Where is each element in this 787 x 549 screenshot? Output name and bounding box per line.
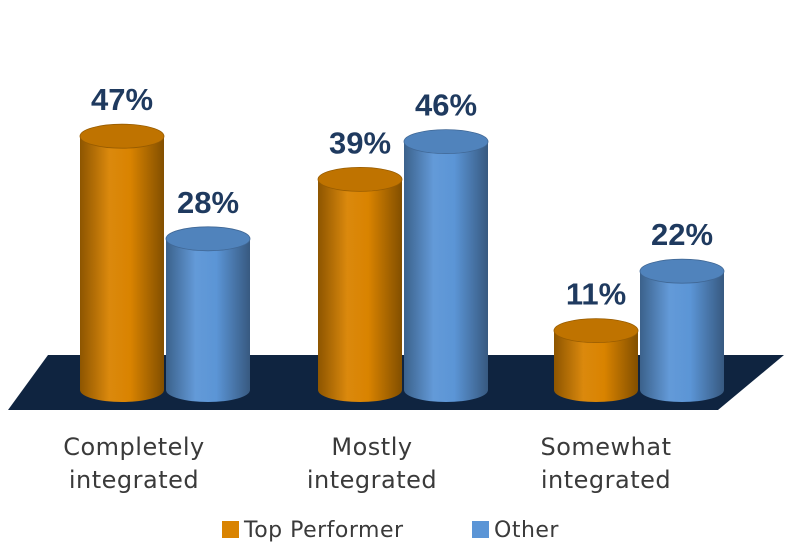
value-label: 22% [651,217,713,252]
legend-swatch [472,521,489,538]
bar-top [639,258,725,284]
bar-body [80,136,164,402]
bar-top [553,318,639,344]
value-label: 39% [329,125,391,160]
value-labels-layer: 47% 28% 39% 46% 11% 22% [91,82,713,311]
category-label: integrated [541,466,671,494]
bar-other-3 [639,258,725,402]
bar-top-performer-2 [317,166,403,402]
legend-item-top-performer: Top Performer [222,518,404,543]
value-label: 28% [177,185,239,220]
category-label: integrated [307,466,437,494]
bar-top-performer-1 [79,123,165,402]
bar-body [404,141,488,402]
bar-body [640,271,724,402]
bar-other-2 [403,129,489,402]
category-label: Somewhat [540,433,671,461]
legend-label: Other [494,518,559,543]
legend-item-other: Other [472,518,559,543]
legend-swatch [222,521,239,538]
bar-top-performer-3 [553,318,639,402]
value-label: 47% [91,82,153,117]
bar-top [165,226,251,252]
value-label: 11% [566,277,626,312]
bar-top [79,123,165,149]
category-labels-layer: Completely integrated Mostly integrated Some… [63,433,671,494]
legend: Top Performer Other [222,518,559,543]
legend-label: Top Performer [243,518,404,543]
bar-body [166,238,250,402]
bar-body [318,179,402,402]
category-label: Completely [63,433,205,461]
bars-layer [79,123,725,402]
bar-top [403,129,489,155]
bar-body [554,330,638,402]
value-label: 46% [415,88,477,123]
bar-top [317,166,403,192]
category-label: Mostly [331,433,412,461]
category-label: integrated [69,466,199,494]
bar-other-1 [165,226,251,402]
